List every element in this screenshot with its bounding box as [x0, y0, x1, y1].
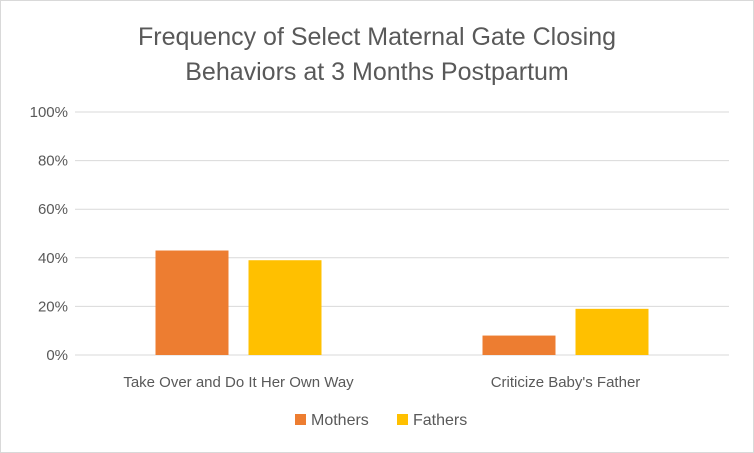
y-tick-label: 0%	[46, 347, 68, 364]
chart-title-line-2: Behaviors at 3 Months Postpartum	[185, 58, 569, 86]
y-tick-label: 80%	[38, 153, 68, 170]
y-tick-label: 40%	[38, 250, 68, 267]
y-tick-label: 20%	[38, 298, 68, 315]
y-axis-ticks: 0% 20% 40% 60% 80% 100%	[30, 104, 68, 364]
bars	[155, 250, 649, 355]
bar-mothers-1	[482, 335, 556, 355]
x-category-label: Take Over and Do It Her Own Way	[123, 374, 354, 391]
bar-fathers-1	[575, 308, 649, 355]
legend-swatch-mothers	[295, 414, 306, 425]
chart-title-line-1: Frequency of Select Maternal Gate Closin…	[138, 23, 616, 51]
x-category-label: Criticize Baby's Father	[491, 374, 641, 391]
x-axis-categories: Take Over and Do It Her Own Way Criticize…	[123, 374, 640, 391]
legend-swatch-fathers	[397, 414, 408, 425]
legend-label-fathers: Fathers	[413, 412, 467, 429]
y-tick-label: 100%	[30, 104, 68, 121]
legend: Mothers Fathers	[295, 412, 467, 429]
legend-label-mothers: Mothers	[311, 412, 369, 429]
bar-fathers-0	[248, 260, 322, 355]
bar-mothers-0	[155, 250, 229, 355]
y-tick-label: 60%	[38, 201, 68, 218]
